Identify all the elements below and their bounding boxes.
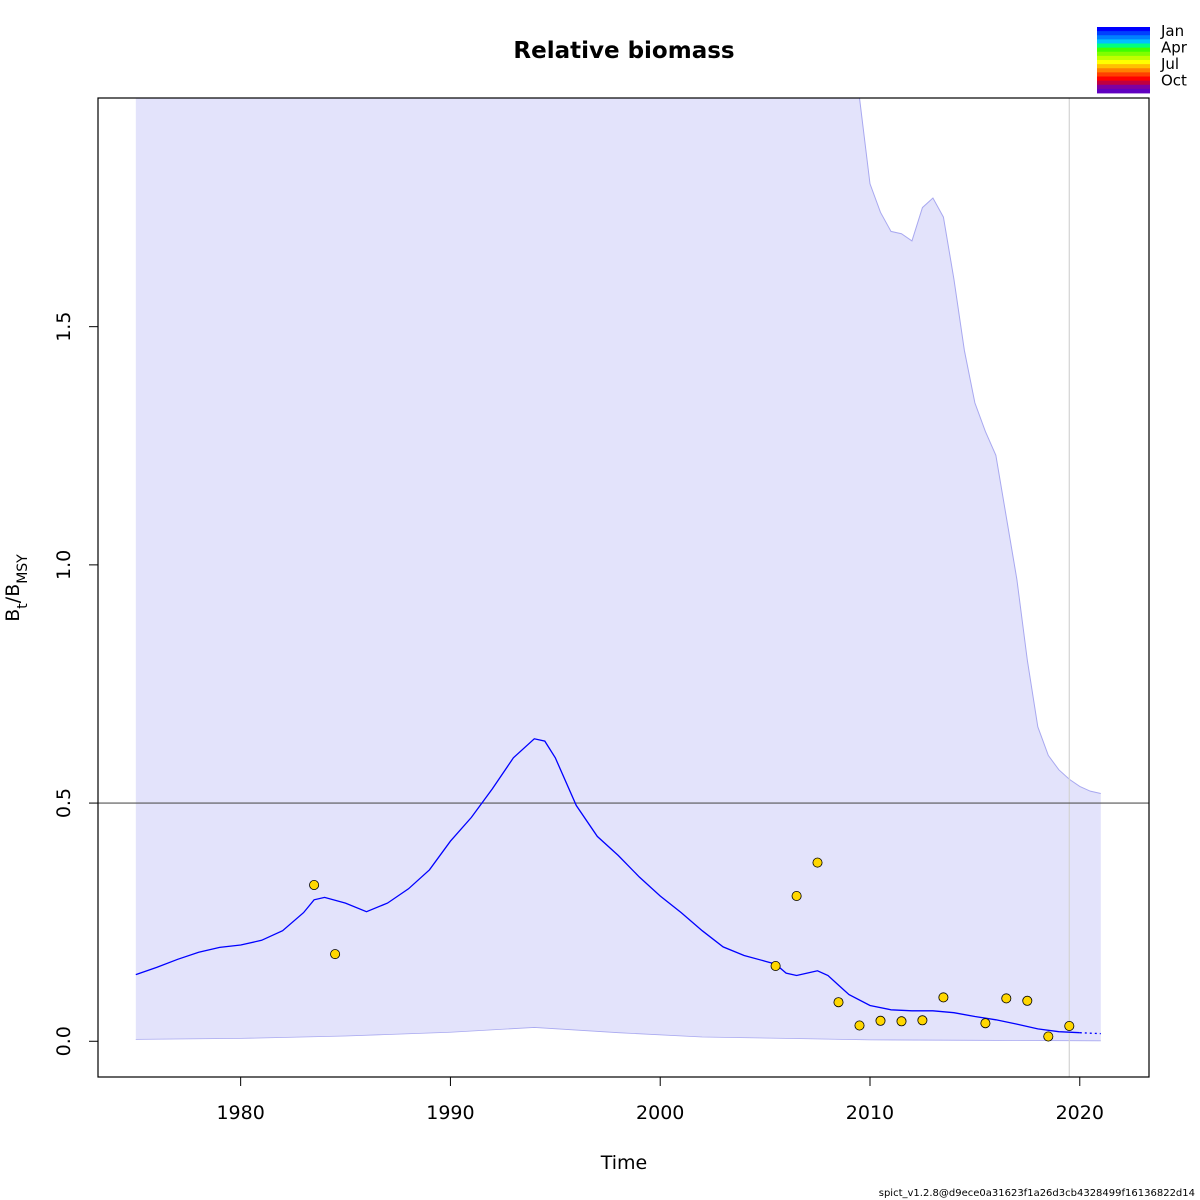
chart-title: Relative biomass	[513, 38, 734, 64]
observation-point	[854, 1020, 865, 1031]
y-axis-title-main: B	[2, 609, 24, 622]
biomass-estimate-line	[135, 738, 1080, 1034]
observation-point	[833, 997, 844, 1008]
legend-color-band	[1097, 60, 1150, 65]
observation-point	[980, 1018, 991, 1029]
legend-label-oct: Oct	[1161, 72, 1187, 90]
legend-color-band	[1097, 72, 1150, 77]
observation-point	[1064, 1021, 1075, 1032]
legend-color-band	[1097, 55, 1150, 61]
confidence-band	[135, 98, 1101, 1041]
observation-point	[770, 961, 781, 972]
x-tick-label: 1980	[216, 1102, 264, 1124]
legend-color-band	[1097, 64, 1150, 69]
y-tick-label: 0.5	[53, 788, 75, 818]
observation-point	[938, 992, 949, 1003]
observation-point	[1001, 993, 1012, 1004]
legend-label-jul: Jul	[1160, 55, 1179, 73]
y-tick-label: 1.5	[53, 312, 75, 342]
observation-point	[917, 1015, 928, 1026]
legend-color-band	[1097, 84, 1150, 90]
legend-color-band	[1097, 80, 1150, 86]
observation-point	[812, 857, 823, 868]
legend-color-band	[1097, 68, 1150, 73]
observation-point	[330, 949, 341, 960]
y-axis-title: Bt/BMSY	[2, 554, 31, 622]
y-axis: 0.0 0.5 1.0 1.5	[53, 312, 99, 1056]
x-tick-label: 2000	[636, 1102, 684, 1124]
legend-color-band	[1097, 51, 1150, 57]
y-axis-title-subscript: MSY	[15, 554, 31, 584]
legend-color-band	[1097, 88, 1150, 94]
version-footnote: spict_v1.2.8@d9ece0a31623f1a26d3cb432849…	[879, 1188, 1195, 1199]
y-tick-label: 0.0	[53, 1026, 75, 1056]
x-tick-label: 1990	[426, 1102, 474, 1124]
legend-color-band	[1097, 43, 1150, 49]
x-tick-label: 2010	[846, 1102, 894, 1124]
legend-color-band	[1097, 35, 1150, 40]
confidence-band-upper-edge	[135, 98, 1101, 795]
observation-point	[896, 1016, 907, 1027]
legend-color-band	[1097, 76, 1150, 82]
confidence-band-lower-edge	[135, 1027, 1101, 1042]
observation-point	[1022, 995, 1033, 1006]
legend-label-jan: Jan	[1160, 22, 1184, 40]
legend-color-band	[1097, 31, 1150, 36]
observation-point	[1043, 1031, 1054, 1042]
x-tick-label: 2020	[1056, 1102, 1104, 1124]
legend-label-apr: Apr	[1161, 39, 1188, 57]
y-axis-title-main-subscript: t	[15, 603, 31, 609]
observation-point	[309, 880, 320, 891]
y-tick-label: 1.0	[53, 550, 75, 580]
legend-color-band	[1097, 39, 1150, 44]
observation-point	[791, 891, 802, 902]
x-axis-title: Time	[600, 1152, 648, 1174]
x-axis: 1980 1990 2000 2010 2020	[216, 1076, 1104, 1124]
plot-area	[98, 98, 1149, 1077]
y-axis-title-separator: /B	[2, 584, 24, 603]
forecast-line	[1079, 1032, 1101, 1035]
legend-color-band	[1097, 27, 1150, 32]
legend-color-band	[1097, 47, 1150, 53]
plot-content	[98, 98, 1149, 1077]
observation-point	[875, 1015, 886, 1026]
